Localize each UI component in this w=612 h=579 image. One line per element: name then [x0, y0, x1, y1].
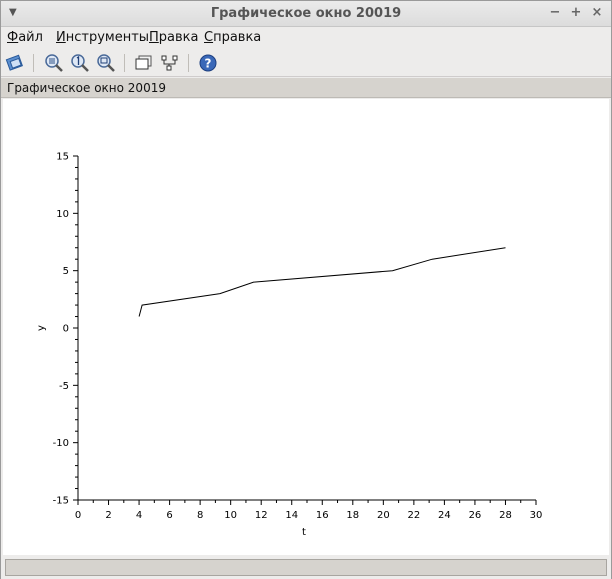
menu-edit-label: равка — [158, 30, 199, 45]
toolbar-separator — [33, 54, 34, 72]
menu-tools-mnemonic: И — [56, 30, 66, 45]
edit-axes-icon — [161, 55, 178, 71]
y-tick-label: -10 — [53, 438, 69, 449]
zoom-1-button[interactable] — [70, 53, 90, 73]
x-tick-label: 20 — [377, 510, 390, 521]
x-tick-label: 2 — [105, 510, 111, 521]
y-tick-label: -5 — [59, 381, 69, 392]
y-tick-label: 0 — [63, 324, 69, 335]
zoom-grid-button[interactable] — [44, 53, 64, 73]
window-title: Графическое окно 20019 — [210, 6, 402, 21]
x-axis-label: t — [302, 527, 306, 538]
y-tick-label: 10 — [56, 209, 69, 220]
dock-button[interactable] — [5, 53, 25, 73]
zoom-grid-icon — [45, 54, 63, 72]
menu-file-label: айл — [18, 30, 43, 45]
x-tick-label: 8 — [197, 510, 203, 521]
x-tick-label: 14 — [285, 510, 298, 521]
x-tick-label: 28 — [499, 510, 512, 521]
help-icon: ? — [199, 54, 217, 72]
y-axis-label: y — [36, 325, 47, 331]
title-bar[interactable]: ▼ Графическое окно 20019 − + × — [1, 1, 611, 27]
close-button[interactable]: × — [591, 5, 603, 20]
y-tick-label: -15 — [53, 496, 69, 507]
menu-help-label: правка — [213, 30, 262, 45]
menu-tools-label: нструменты — [65, 30, 150, 45]
plot-svg[interactable]: 0 2 4 6 8 10 12 14 16 18 20 22 24 26 28 30-15-10-505101… — [3, 99, 609, 555]
figure-info-label: Графическое окно 20019 — [7, 81, 166, 95]
toolbar: ? — [1, 49, 611, 77]
x-tick-label: 10 — [224, 510, 237, 521]
dock-icon — [5, 54, 23, 71]
svg-text:?: ? — [205, 57, 212, 71]
edit-axes-button[interactable] — [160, 53, 180, 73]
plot-canvas[interactable]: 0 2 4 6 8 10 12 14 16 18 20 22 24 26 28 30 -15 -10 -5 0 5 10 1… — [3, 99, 609, 555]
status-field — [5, 559, 607, 576]
menu-edit[interactable]: Правка — [149, 30, 198, 45]
toolbar-separator — [188, 54, 189, 72]
zoom-1-icon — [71, 54, 89, 72]
zoom-region-icon — [97, 54, 115, 72]
datatip-icon — [135, 55, 152, 70]
y-tick-label: 5 — [63, 266, 69, 277]
x-tick-label: 0 — [75, 510, 81, 521]
x-tick-label: 24 — [438, 510, 451, 521]
y-tick-label: 15 — [56, 152, 69, 163]
menu-tools[interactable]: Инструменты — [56, 30, 149, 45]
x-tick-label: 22 — [407, 510, 420, 521]
menu-bar: Файл Инструменты Правка Справка — [1, 27, 611, 49]
figure-info-bar: Графическое окно 20019 — [1, 78, 611, 98]
menu-help[interactable]: Справка — [204, 30, 261, 45]
x-tick-label: 12 — [255, 510, 268, 521]
x-tick-label: 26 — [469, 510, 482, 521]
menu-file[interactable]: Файл — [7, 30, 43, 45]
window-menu-icon[interactable]: ▼ — [9, 7, 17, 18]
minimize-button[interactable]: − — [549, 5, 561, 20]
help-button[interactable]: ? — [198, 53, 218, 73]
x-tick-label: 4 — [136, 510, 142, 521]
maximize-button[interactable]: + — [570, 5, 582, 20]
toolbar-separator — [124, 54, 125, 72]
x-tick-label: 18 — [346, 510, 359, 521]
x-tick-label: 6 — [166, 510, 172, 521]
zoom-region-button[interactable] — [96, 53, 116, 73]
x-tick-label: 16 — [316, 510, 329, 521]
x-tick-label: 30 — [530, 510, 543, 521]
datatip-button[interactable] — [134, 53, 154, 73]
status-bar — [1, 557, 611, 579]
axes: 0 2 4 6 8 10 12 14 16 18 20 22 24 26 28 30-15-10-505101… — [36, 152, 542, 539]
menu-edit-mnemonic: П — [149, 30, 159, 45]
menu-file-mnemonic: Ф — [7, 30, 19, 45]
series-lines — [138, 247, 506, 317]
menu-help-mnemonic: С — [204, 30, 214, 45]
series-line — [138, 247, 506, 317]
